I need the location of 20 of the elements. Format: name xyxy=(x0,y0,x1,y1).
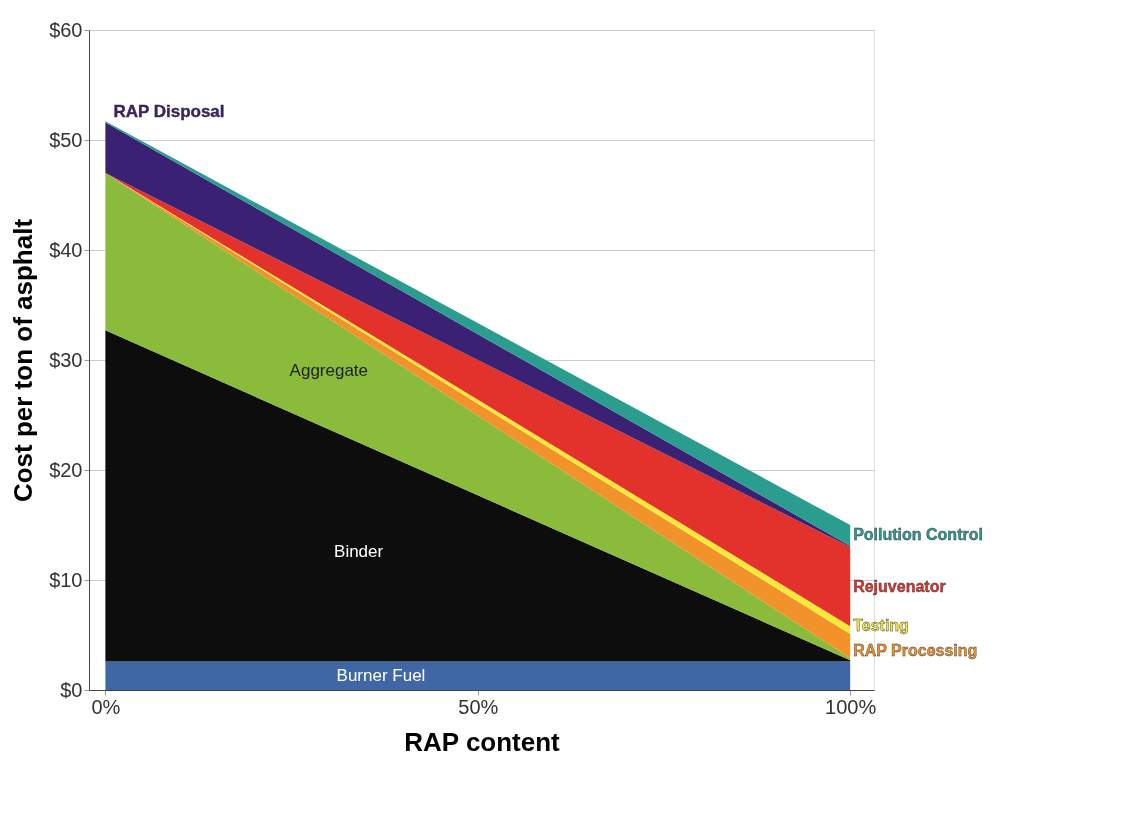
x-tick-label: 100% xyxy=(825,695,877,718)
x-tick-label: 0% xyxy=(91,695,121,718)
series-label: Burner Fuel xyxy=(336,665,426,685)
y-tick-label: $50 xyxy=(49,128,83,151)
y-tick-label: $20 xyxy=(49,458,83,481)
series-label: Rejuvenator xyxy=(853,577,946,595)
x-axis-title: RAP content xyxy=(404,726,561,757)
series-label: Binder xyxy=(334,541,384,561)
series-label: Aggregate xyxy=(289,360,369,380)
y-tick-label: $60 xyxy=(49,18,83,41)
y-tick-label: $40 xyxy=(49,238,83,261)
series-label: Testing xyxy=(853,617,909,635)
series-label: RAP Processing xyxy=(853,642,978,659)
series-label: Pollution Control xyxy=(853,526,983,544)
y-tick-label: $30 xyxy=(49,348,83,371)
y-tick-label: $10 xyxy=(49,568,83,591)
x-tick-label: 50% xyxy=(458,695,499,718)
y-tick-label: $0 xyxy=(60,678,83,701)
y-axis-title: Cost per ton of asphalt xyxy=(8,218,39,503)
series-label: RAP Disposal xyxy=(113,102,225,122)
